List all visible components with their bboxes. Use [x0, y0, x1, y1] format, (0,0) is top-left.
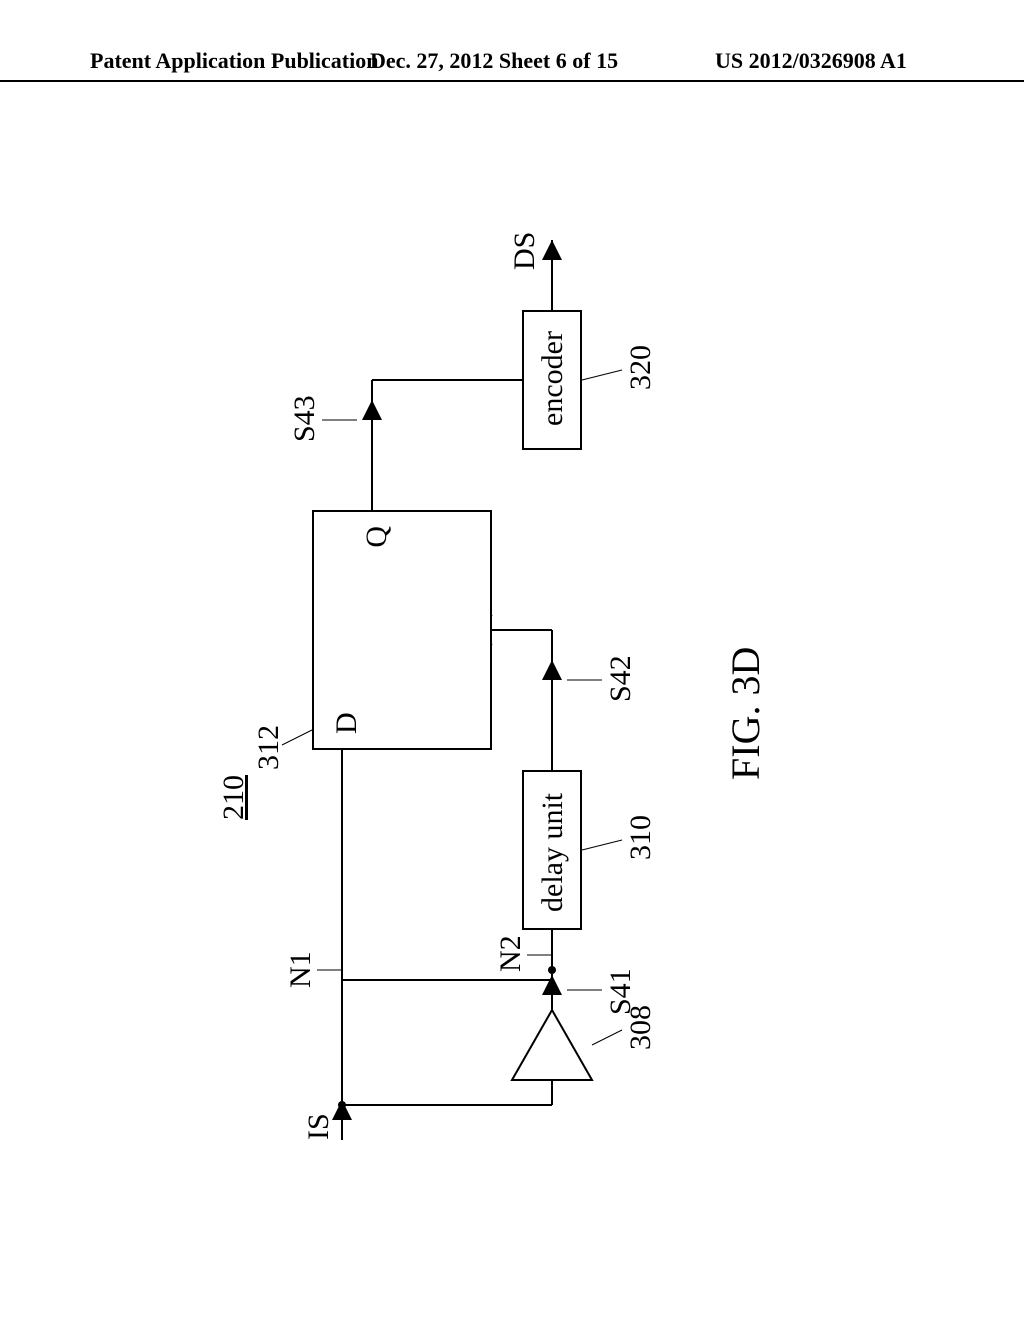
header-right: US 2012/0326908 A1 — [715, 48, 907, 74]
ref-310: 310 — [624, 815, 658, 860]
delay-unit-block: delay unit — [522, 770, 582, 930]
encoder-label: encoder — [536, 331, 570, 426]
page: Patent Application Publication Dec. 27, … — [0, 0, 1024, 1320]
header-left: Patent Application Publication — [90, 48, 378, 74]
s43-label: S43 — [288, 395, 322, 442]
s42-label: S42 — [604, 655, 638, 702]
n2-label: N2 — [494, 935, 528, 972]
ref-320: 320 — [624, 345, 658, 390]
header-rule — [0, 80, 1024, 82]
flipflop-block: D Q — [312, 510, 492, 750]
diagram-stage: D Q delay unit encoder IS DS N1 N2 S41 S… — [112, 200, 912, 1200]
flipflop-q-label: Q — [360, 526, 394, 548]
n1-label: N1 — [284, 951, 318, 988]
flipflop-d-label: D — [330, 712, 364, 734]
figure-caption: FIG. 3D — [722, 647, 769, 780]
ds-label: DS — [508, 232, 542, 270]
ref-312: 312 — [252, 725, 286, 770]
header-mid: Dec. 27, 2012 Sheet 6 of 15 — [370, 48, 618, 74]
encoder-block: encoder — [522, 310, 582, 450]
ref-308: 308 — [624, 1005, 658, 1050]
block-ref-210: 210 — [217, 775, 251, 820]
delay-unit-label: delay unit — [536, 793, 570, 912]
diagram-wires — [112, 200, 912, 1200]
is-label: IS — [302, 1113, 336, 1140]
